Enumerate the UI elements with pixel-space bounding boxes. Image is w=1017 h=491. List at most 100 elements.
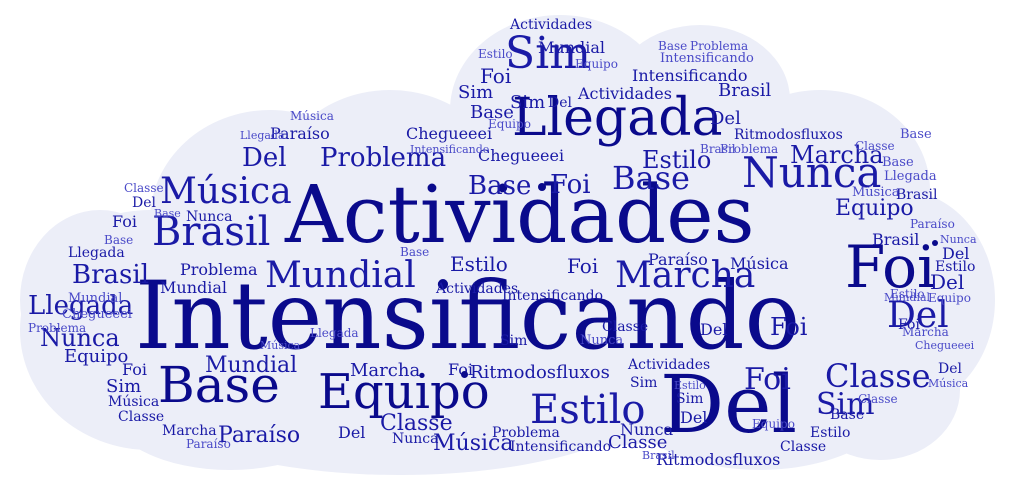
dot-marker — [538, 183, 546, 191]
word-del-small-8: Del — [132, 195, 156, 211]
word-estilo-small-4: Estilo — [810, 425, 851, 441]
word-ritmodosfluxos-small-3: Ritmodosfluxos — [470, 362, 610, 383]
word-foi-small-4: Foi — [112, 212, 137, 231]
word-estilo-small-6: Estilo — [450, 252, 508, 276]
word-classe-small-4: Classe — [608, 432, 668, 453]
word-brasil-large: Brasil — [152, 209, 271, 255]
word-musica-small-4: Música — [290, 109, 334, 123]
word-brasil-medium: Brasil — [72, 260, 150, 290]
word-base-small-8: Base — [400, 245, 430, 259]
word-base-medium-2: Base — [468, 171, 532, 201]
word-paraiso-medium: Paraíso — [218, 423, 301, 448]
word-classe-small-7: Classe — [602, 319, 649, 335]
word-chegueeei-small-2: Chegueeei — [62, 307, 132, 322]
word-problema-small-2: Problema — [720, 142, 779, 156]
dot-marker — [932, 240, 938, 246]
cloud-blob — [20, 210, 180, 390]
word-estilo-small-2: Estilo — [935, 259, 976, 275]
word-del-large: Del — [660, 358, 798, 451]
word-nunca-small-3: Nunca — [392, 431, 439, 447]
word-estilo-small: Estilo — [478, 47, 513, 61]
word-actividades-tiny: Actividades — [510, 17, 593, 33]
word-equipo-small-3: Equipo — [928, 291, 971, 305]
word-equipo-medium: Equipo — [835, 196, 914, 221]
word-classe-small-6: Classe — [124, 181, 164, 195]
word-del-small-6: Del — [680, 408, 708, 427]
word-del-small-5: Del — [938, 361, 962, 377]
word-brasil-small-3: Brasil — [896, 187, 938, 203]
word-base-small-4: Base — [882, 155, 914, 170]
word-mundial-small-4: Mundial — [160, 278, 228, 297]
word-estilo-large: Estilo — [530, 387, 646, 433]
word-intensificando-small-2: Intensificando — [660, 51, 754, 66]
word-foi-medium-3: Foi — [770, 313, 808, 341]
word-foi-small-2: Foi — [898, 317, 920, 333]
word-classe-small: Classe — [855, 139, 895, 153]
word-musica-small-3: Música — [108, 394, 160, 410]
word-sim-small-5: Sim — [500, 333, 528, 349]
word-del-small-7: Del — [338, 423, 366, 442]
word-nunca-small-4: Nunca — [186, 209, 233, 225]
word-problema-small-3: Problema — [492, 425, 560, 441]
word-del-medium-2: Del — [242, 143, 287, 173]
word-base-small-6: Base — [104, 233, 134, 247]
word-estilo-small-3: Estilo — [890, 287, 925, 301]
word-base-medium: Base — [612, 159, 690, 197]
word-nunca-small-5: Nunca — [580, 333, 624, 348]
word-llegada-small: Llegada — [884, 169, 937, 184]
word-classe-large: Classe — [825, 357, 931, 395]
word-equipo-small-4: Equipo — [752, 417, 795, 431]
dot-marker — [461, 371, 468, 378]
word-foi-large: Foi — [845, 233, 936, 301]
word-nunca-small-2: Nunca — [620, 420, 674, 439]
word-sim-small-6: Sim — [630, 375, 658, 391]
word-classe-medium: Classe — [380, 411, 453, 436]
word-paraiso-small-2: Paraíso — [186, 437, 231, 451]
word-intensificando-small-3: Intensificando — [510, 439, 612, 455]
word-classe-small-3: Classe — [780, 439, 827, 455]
word-intensificando: Intensificando — [135, 262, 801, 371]
word-base-small-3: Base — [900, 127, 932, 142]
word-base-small-5: Base — [830, 407, 865, 423]
word-nunca-small: Nunca — [940, 233, 977, 246]
word-mundial-small-2: Mundial — [884, 291, 931, 304]
word-actividades: Actividades — [285, 168, 755, 261]
word-foi-medium: Foi — [550, 170, 591, 200]
word-paraiso-small: Paraíso — [910, 217, 955, 231]
word-classe-small-5: Classe — [118, 409, 165, 425]
word-base-large: Base — [158, 356, 280, 414]
word-musica-small: Música — [852, 185, 900, 200]
word-paraiso-small-3: Paraíso — [270, 124, 330, 143]
word-chegueeei-small-3: Chegueeei — [406, 124, 493, 143]
word-base-small-2: Base — [470, 102, 514, 123]
word-foi-medium-2: Foi — [744, 362, 791, 397]
word-mundial-small-3: Mundial — [68, 291, 123, 306]
word-llegada-large: Llegada — [512, 88, 723, 148]
word-brasil-small-2: Brasil — [700, 142, 736, 156]
word-marcha-small-3: Marcha — [350, 360, 421, 381]
word-chegueeei-small: Chegueeei — [915, 339, 975, 352]
word-musica-large: Música — [160, 171, 292, 212]
word-problema-small-4: Problema — [28, 321, 87, 335]
word-foi-small-3: Foi — [122, 360, 147, 379]
word-sim-large: Sim — [505, 28, 591, 79]
word-mundial-small: Mundial — [538, 38, 606, 57]
word-del-small-4: Del — [930, 270, 965, 294]
word-estilo-small-5: Estilo — [674, 379, 706, 392]
word-brasil-small-4: Brasil — [872, 230, 920, 249]
word-del-medium: Del — [887, 295, 949, 336]
word-del-small-3: Del — [942, 244, 970, 263]
word-actividades-small-3: Actividades — [628, 357, 711, 373]
word-llegada-small-2: Llegada — [68, 245, 125, 261]
word-actividades-small: Actividades — [578, 84, 672, 103]
word-foi-small-6: Foi — [567, 254, 599, 278]
word-equipo-small: Equipo — [575, 57, 618, 71]
word-base-small: Base — [658, 39, 688, 53]
word-base-small-7: Base — [154, 207, 181, 220]
word-nunca-large: Nunca — [742, 148, 882, 197]
word-equipo-small-2: Equipo — [488, 117, 531, 131]
word-sim-small-2: Sim — [510, 92, 546, 113]
word-marcha-medium: Marcha — [790, 141, 884, 169]
